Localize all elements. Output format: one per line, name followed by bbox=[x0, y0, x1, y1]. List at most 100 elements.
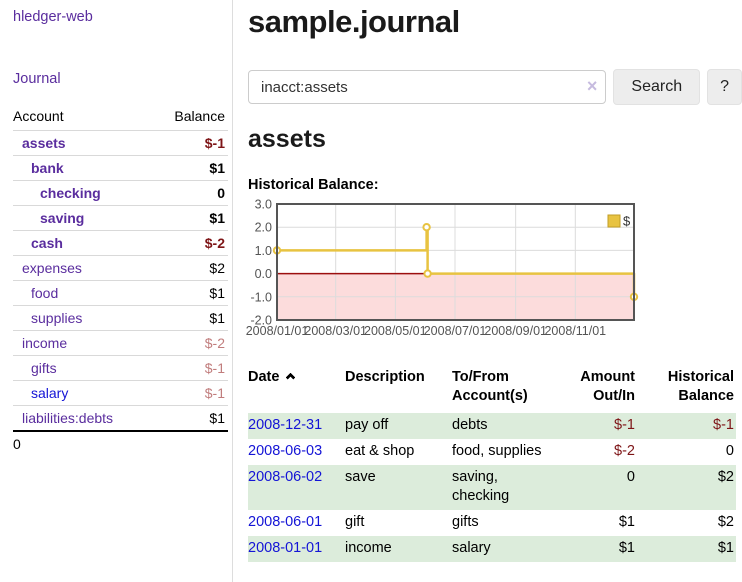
register-row: 2008-12-31 pay off debts $-1 $-1 bbox=[248, 413, 736, 439]
description-cell: gift bbox=[345, 514, 365, 530]
register-column-header: Description bbox=[345, 369, 425, 385]
description-cell: pay off bbox=[345, 417, 389, 433]
clear-search-icon[interactable]: × bbox=[586, 76, 598, 96]
amount-cell: $1 bbox=[618, 514, 635, 530]
balance-cell: $2 bbox=[717, 469, 734, 485]
account-link-saving[interactable]: saving bbox=[40, 210, 85, 226]
account-link-supplies[interactable]: supplies bbox=[31, 310, 83, 326]
account-link-liabilities-debts[interactable]: liabilities:debts bbox=[22, 410, 114, 426]
y-tick-label: 1.0 bbox=[255, 244, 272, 258]
sidebar-item-journal[interactable]: Journal bbox=[13, 71, 61, 87]
legend-swatch bbox=[607, 214, 621, 228]
sidebar: hledger-web Journal Account Balance asse… bbox=[0, 0, 233, 582]
register-column-header: Historical Balance bbox=[667, 369, 734, 404]
account-link-food[interactable]: food bbox=[31, 285, 59, 301]
register-row: 2008-06-01 gift gifts $1 $2 bbox=[248, 510, 736, 536]
account-rows: assets $-1 bank $1 checking 0 saving $1 cash $-2 e… bbox=[13, 130, 228, 430]
x-tick-label: 2008/07/01 bbox=[424, 324, 487, 338]
account-link-expenses[interactable]: expenses bbox=[22, 260, 82, 276]
account-link-income[interactable]: income bbox=[22, 335, 68, 351]
account-link-gifts[interactable]: gifts bbox=[31, 360, 57, 376]
page-title: sample.journal bbox=[248, 4, 460, 39]
y-tick-label: 2.0 bbox=[255, 221, 272, 235]
account-link-cash[interactable]: cash bbox=[31, 235, 63, 251]
account-balance: $1 bbox=[209, 210, 225, 226]
register-table: Date Description To/From Account(s) Amount Ou… bbox=[248, 366, 736, 562]
main-content: sample.journal × Search ? assets Histori… bbox=[233, 0, 742, 582]
y-tick-label: -1.0 bbox=[250, 290, 272, 304]
account-balance: $1 bbox=[209, 285, 225, 301]
y-tick-label: 0.0 bbox=[255, 267, 272, 281]
account-balance: $1 bbox=[209, 160, 225, 176]
account-row: liabilities:debts $1 bbox=[13, 405, 228, 430]
data-point bbox=[423, 269, 432, 278]
x-tick-label: 2008/09/01 bbox=[484, 324, 547, 338]
search-input[interactable] bbox=[248, 70, 607, 104]
account-link-salary[interactable]: salary bbox=[31, 385, 69, 401]
sort-asc-icon[interactable] bbox=[285, 372, 296, 383]
description-cell: eat & shop bbox=[345, 443, 415, 459]
description-cell: income bbox=[345, 540, 392, 556]
amount-cell: $-1 bbox=[614, 417, 635, 433]
transaction-date-link[interactable]: 2008-12-31 bbox=[248, 417, 323, 433]
account-link-bank[interactable]: bank bbox=[31, 160, 64, 176]
account-link-checking[interactable]: checking bbox=[40, 185, 101, 201]
search-button[interactable]: Search bbox=[613, 69, 701, 105]
balance-chart: $3.0 2.0 1.0 0.0 -1.0 -2.02008/01/012008/03/0… bbox=[246, 198, 639, 338]
amount-cell: 0 bbox=[626, 469, 635, 485]
accounts-cell: salary bbox=[452, 540, 491, 556]
x-tick-label: 2008/11/01 bbox=[544, 324, 606, 338]
date-cell: 2008-06-03 bbox=[248, 439, 345, 465]
amount-cell: $-2 bbox=[614, 443, 635, 459]
account-row: supplies $1 bbox=[13, 305, 228, 330]
register-row: 2008-06-02 save saving, checking 0 $2 bbox=[248, 465, 736, 510]
register-header-row: Date Description To/From Account(s) Amount Ou… bbox=[248, 366, 736, 413]
description-cell: save bbox=[345, 469, 376, 485]
accounts-cell: debts bbox=[452, 417, 488, 433]
account-row: income $-2 bbox=[13, 330, 228, 355]
account-row: food $1 bbox=[13, 280, 228, 305]
register-body: 2008-12-31 pay off debts $-1 $-1 2008-06-03 ea… bbox=[248, 413, 736, 562]
account-balance: $1 bbox=[209, 410, 225, 426]
account-link-assets[interactable]: assets bbox=[22, 135, 66, 151]
data-point bbox=[422, 223, 431, 232]
account-row: assets $-1 bbox=[13, 130, 228, 155]
accounts-cell: gifts bbox=[452, 514, 479, 530]
account-table-header: Account Balance bbox=[13, 104, 228, 130]
account-balance: $2 bbox=[209, 260, 225, 276]
account-title: assets bbox=[248, 125, 326, 153]
register-column-header: Date bbox=[248, 366, 345, 413]
help-button[interactable]: ? bbox=[707, 69, 742, 105]
account-row: saving $1 bbox=[13, 205, 228, 230]
date-cell: 2008-06-02 bbox=[248, 465, 345, 510]
register-column-header: Amount Out/In bbox=[580, 369, 635, 404]
accounts-cell: saving, checking bbox=[452, 469, 510, 504]
y-tick-label: 3.0 bbox=[255, 198, 272, 212]
balance-cell: 0 bbox=[725, 443, 734, 459]
account-column-header: Account bbox=[13, 108, 64, 124]
account-row: salary $-1 bbox=[13, 380, 228, 405]
account-row: bank $1 bbox=[13, 155, 228, 180]
chart-border bbox=[276, 203, 635, 321]
legend-label: $ bbox=[623, 214, 631, 229]
transaction-date-link[interactable]: 2008-06-02 bbox=[248, 469, 323, 485]
date-cell: 2008-12-31 bbox=[248, 413, 345, 439]
balance-cell: $1 bbox=[717, 540, 734, 556]
account-balance: $1 bbox=[209, 310, 225, 326]
transaction-date-link[interactable]: 2008-06-03 bbox=[248, 443, 323, 459]
balance-column-header: Balance bbox=[174, 108, 225, 124]
date-cell: 2008-01-01 bbox=[248, 536, 345, 562]
account-row: cash $-2 bbox=[13, 230, 228, 255]
transaction-date-link[interactable]: 2008-06-01 bbox=[248, 514, 323, 530]
x-tick-label: 2008/01/01 bbox=[246, 324, 309, 338]
chart-title: Historical Balance: bbox=[248, 177, 379, 193]
search-input-wrap: × bbox=[248, 70, 607, 104]
balance-cell: $-1 bbox=[713, 417, 734, 433]
account-balance: $-1 bbox=[204, 360, 225, 376]
date-cell: 2008-06-01 bbox=[248, 510, 345, 536]
account-row: checking 0 bbox=[13, 180, 228, 205]
account-row: gifts $-1 bbox=[13, 355, 228, 380]
transaction-date-link[interactable]: 2008-01-01 bbox=[248, 540, 323, 556]
brand-link[interactable]: hledger-web bbox=[13, 9, 93, 25]
x-tick-label: 2008/03/01 bbox=[304, 324, 367, 338]
